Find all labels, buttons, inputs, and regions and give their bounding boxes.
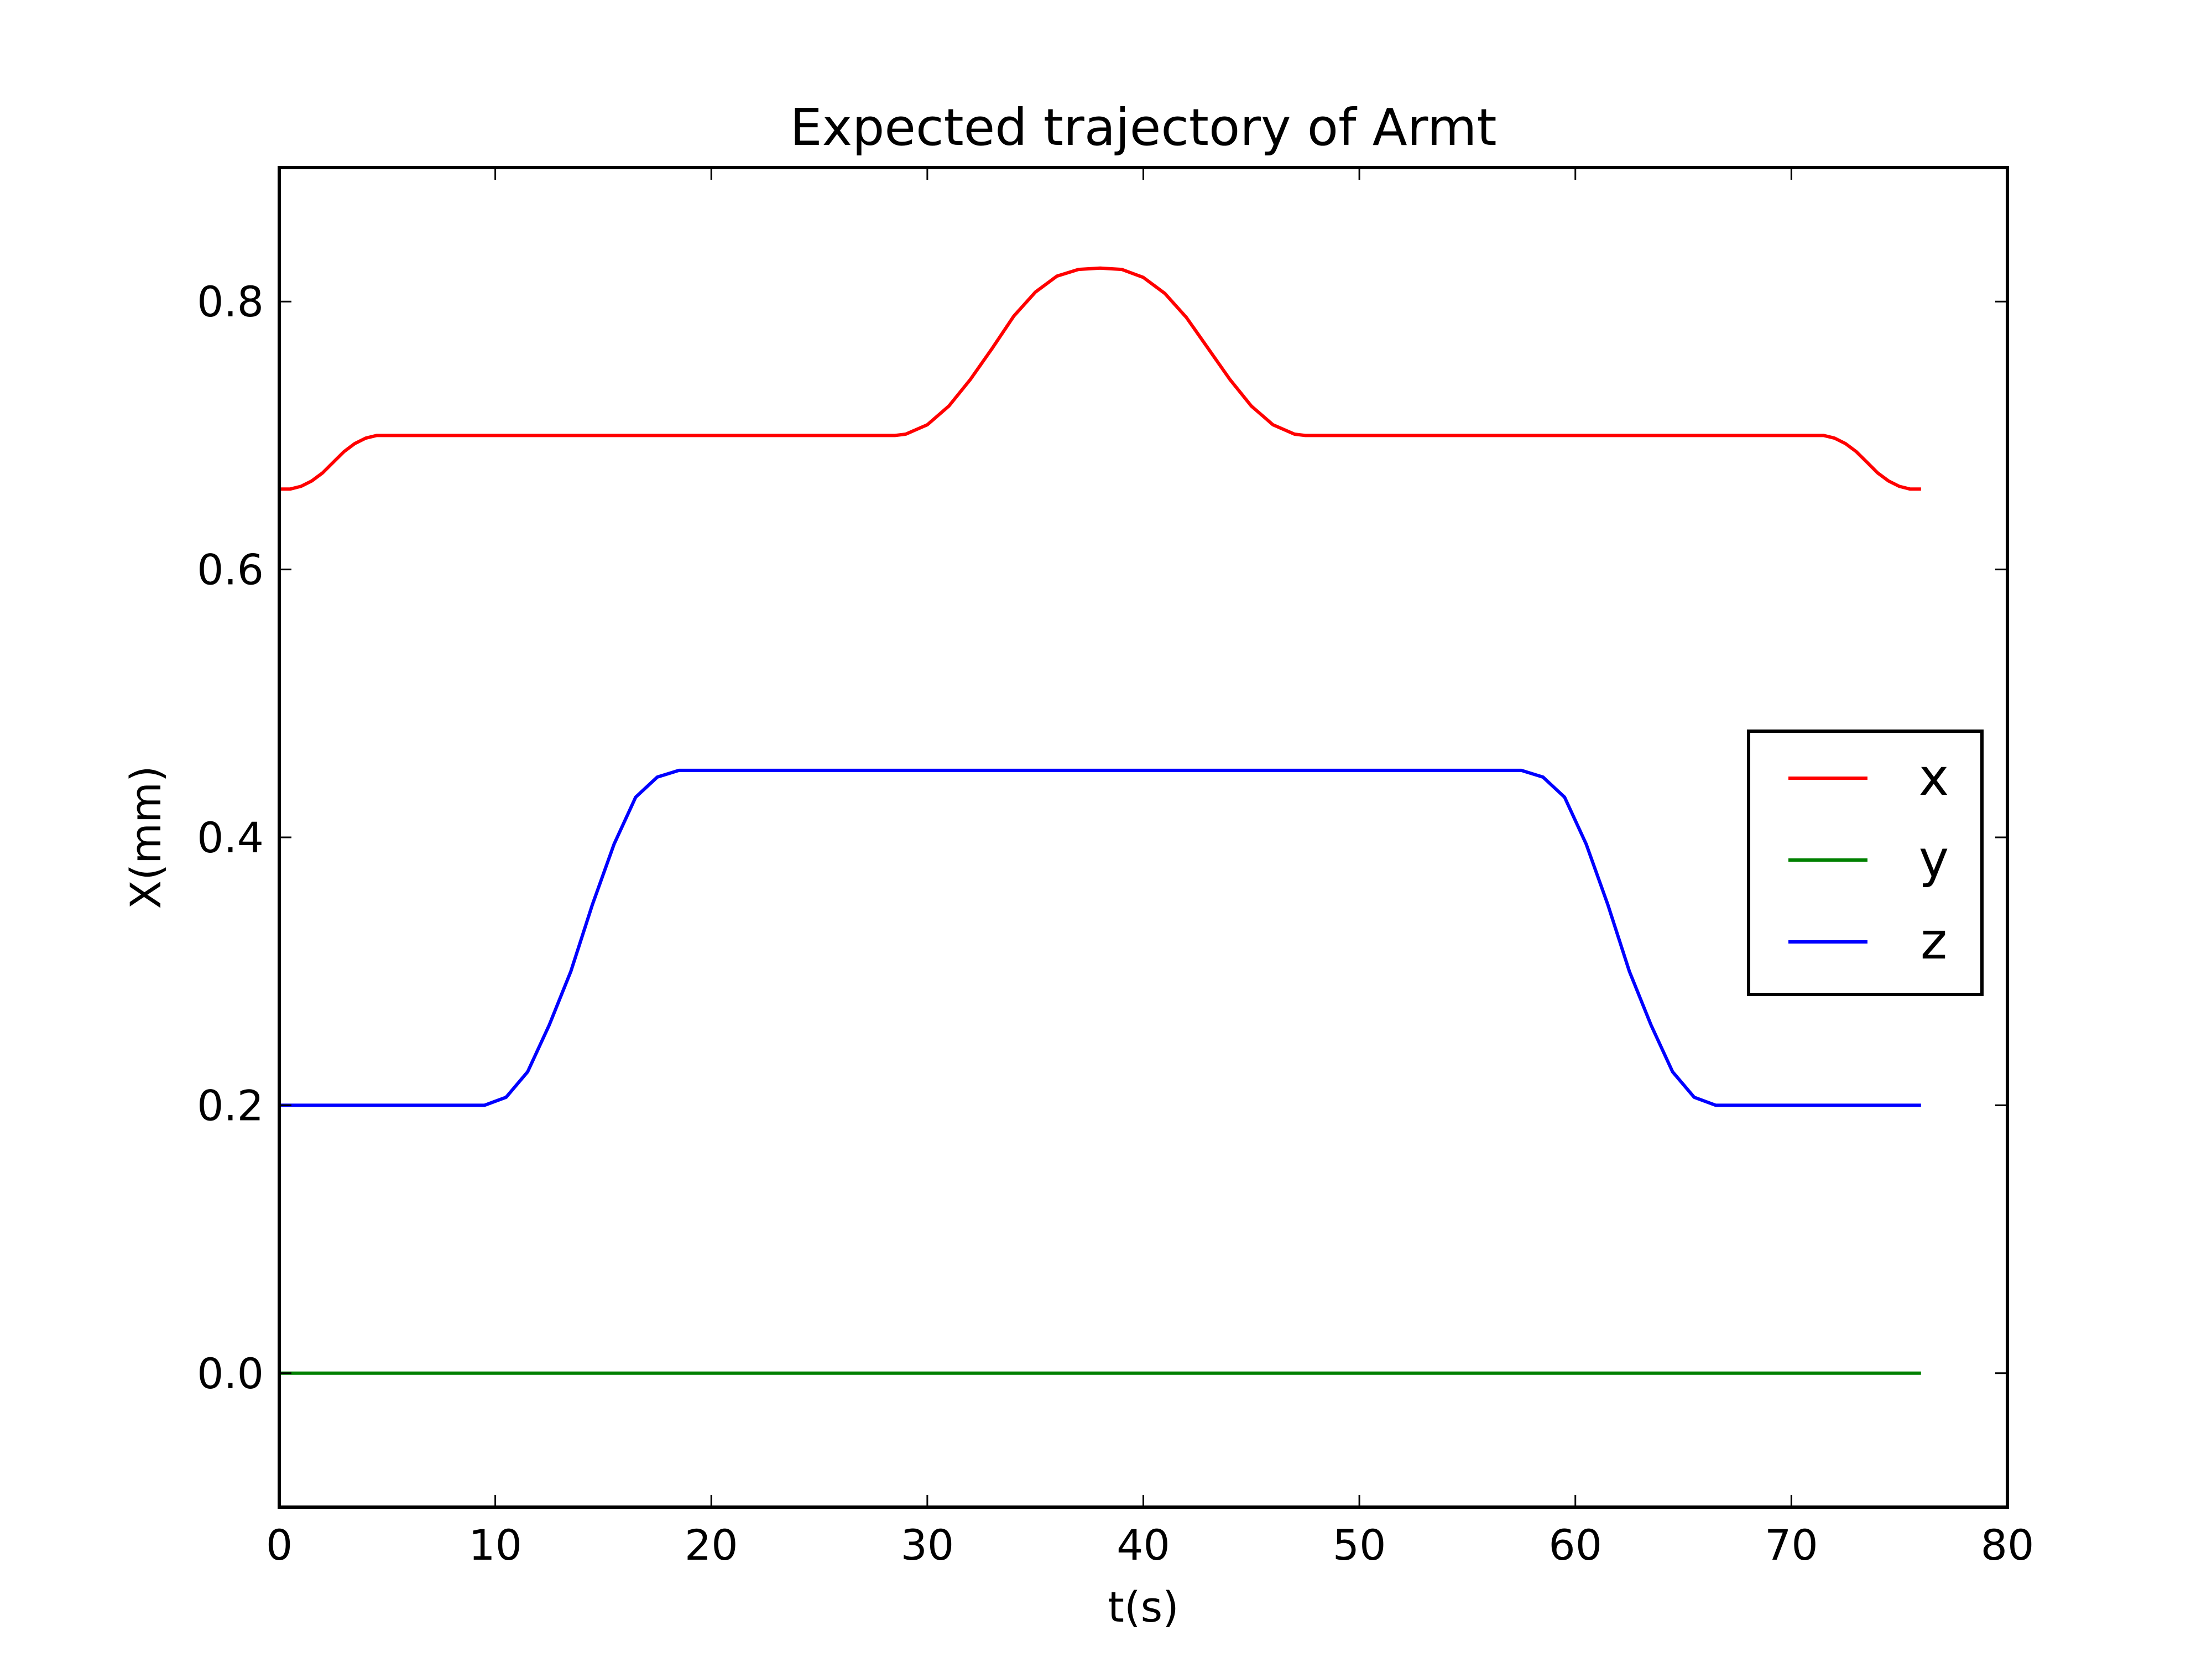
legend-label-z: z bbox=[1921, 911, 1947, 971]
legend-box bbox=[1747, 730, 1984, 996]
x-tick-label: 10 bbox=[468, 1520, 522, 1570]
x-tick-label: 70 bbox=[1765, 1520, 1818, 1570]
y-tick-label: 0.2 bbox=[197, 1081, 264, 1130]
x-tick-label: 0 bbox=[266, 1520, 293, 1570]
legend: xyz bbox=[1747, 730, 1984, 996]
x-tick-label: 60 bbox=[1548, 1520, 1602, 1570]
y-tick-label: 0.0 bbox=[197, 1349, 264, 1398]
x-tick-label: 30 bbox=[901, 1520, 954, 1570]
series-line-z bbox=[279, 768, 1921, 1107]
y-tick-label: 0.6 bbox=[197, 545, 264, 595]
x-tick-label: 40 bbox=[1117, 1520, 1170, 1570]
legend-label-y: y bbox=[1919, 830, 1949, 889]
y-tick-label: 0.4 bbox=[197, 813, 264, 862]
x-tick-label: 20 bbox=[685, 1520, 738, 1570]
y-tick-label: 0.8 bbox=[197, 277, 264, 326]
legend-label-x: x bbox=[1919, 748, 1949, 807]
chart-title: Expected trajectory of Armt bbox=[790, 98, 1496, 157]
x-tick-label: 80 bbox=[1981, 1520, 2034, 1570]
series-line-x bbox=[279, 266, 1921, 491]
y-axis-label: X(mm) bbox=[121, 765, 170, 909]
x-tick-label: 50 bbox=[1333, 1520, 1386, 1570]
x-axis-label: t(s) bbox=[1108, 1582, 1179, 1632]
